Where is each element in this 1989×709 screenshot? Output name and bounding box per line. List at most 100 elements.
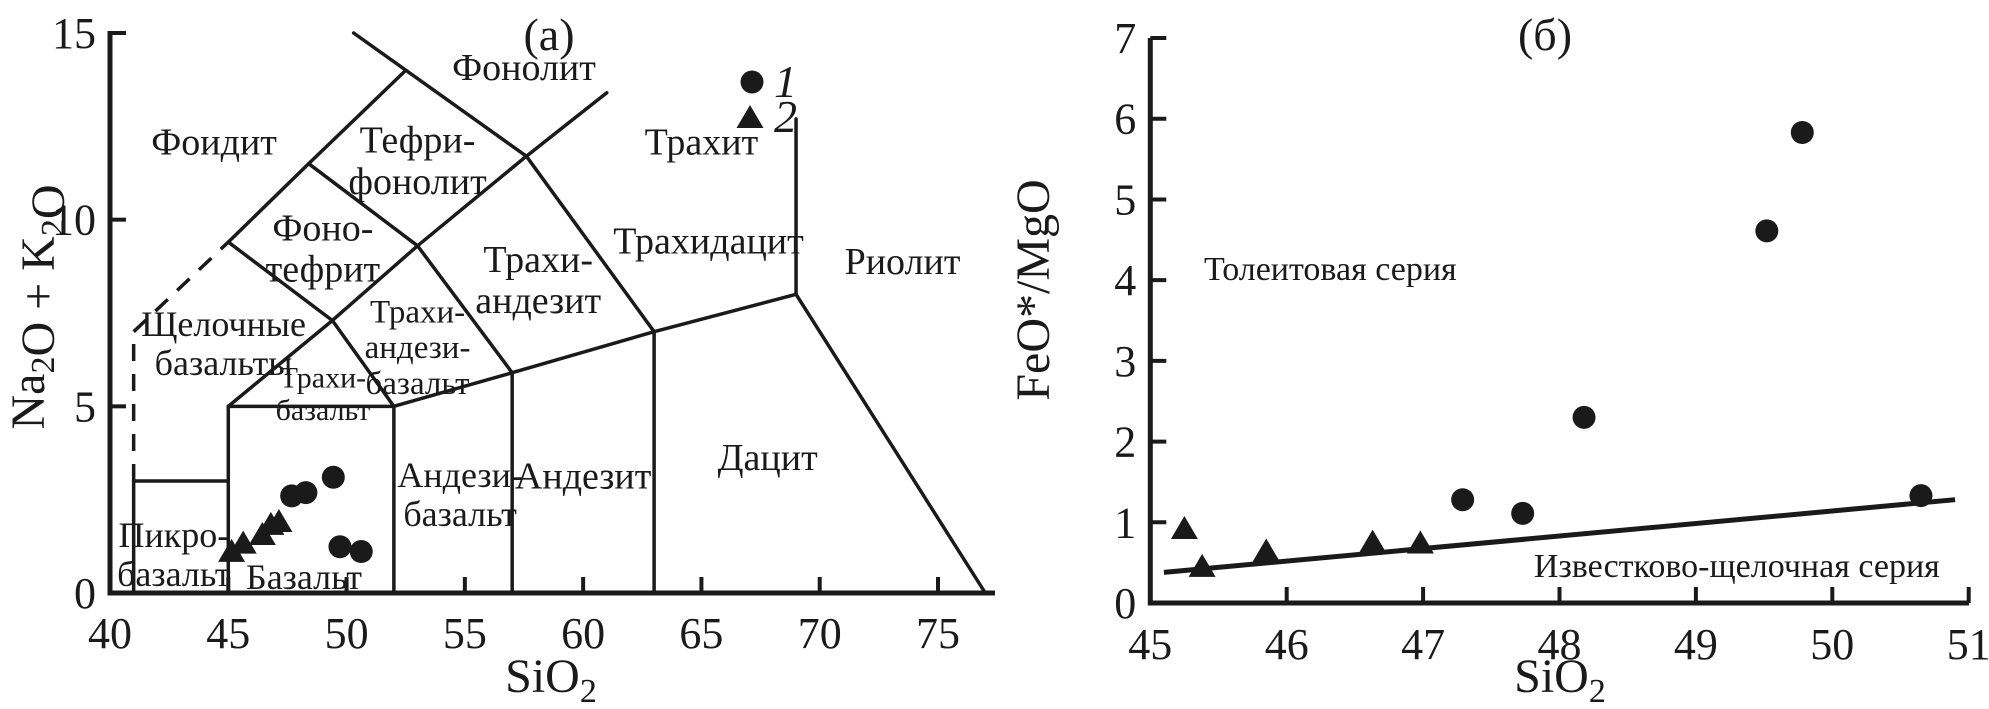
legend-circle-marker xyxy=(740,70,764,94)
y-tick-label: 2 xyxy=(1114,418,1136,467)
rock-field-label: андези- xyxy=(365,330,471,366)
rock-field-label: базальт xyxy=(403,494,517,534)
field-boundary-line xyxy=(392,370,514,409)
panel-label: (а) xyxy=(523,9,574,60)
field-boundary-line xyxy=(794,292,988,595)
rock-field-label: базальты xyxy=(155,343,293,383)
field-boundary-line xyxy=(652,292,798,334)
y-tick-label: 10 xyxy=(52,196,96,245)
field-boundary-line xyxy=(226,240,335,323)
data-point-triangle xyxy=(1359,529,1387,553)
y-tick-label: 1 xyxy=(1114,498,1136,547)
y-axis-title: Na2O + K2O xyxy=(2,184,75,429)
rock-field-label: Тефри- xyxy=(360,120,476,162)
x-tick-label: 40 xyxy=(88,609,132,658)
rock-field-label: Базальт xyxy=(246,557,362,597)
x-tick-label: 50 xyxy=(1810,620,1854,669)
field-boundary-dashed-line xyxy=(132,240,230,333)
data-point-circle xyxy=(1909,484,1933,508)
series-region-label: Толеитовая серия xyxy=(1204,251,1457,288)
data-point-triangle xyxy=(1170,515,1198,539)
rock-field-label: тефрит xyxy=(266,248,381,290)
y-tick-label: 0 xyxy=(74,569,96,618)
y-tick-label: 5 xyxy=(1114,175,1136,224)
rock-field-label: Андезит xyxy=(515,456,652,498)
rock-field-label: базальт xyxy=(365,366,469,402)
y-axis-title: FeO*/MgO xyxy=(1007,179,1060,400)
panel-label: (б) xyxy=(1518,9,1572,60)
y-tick-label: 0 xyxy=(1114,579,1136,628)
x-tick-label: 45 xyxy=(1128,620,1172,669)
legend: 12 xyxy=(736,56,797,142)
field-boundary-line xyxy=(524,154,656,334)
data-point-circle xyxy=(1755,219,1779,243)
field-boundary-line xyxy=(226,161,311,244)
rock-field-label: фонолит xyxy=(348,161,487,203)
rock-field-label: Трахи- xyxy=(483,239,593,281)
legend-triangle-marker xyxy=(736,105,764,128)
rock-field-label: Пикро- xyxy=(118,515,229,555)
rock-field-label: базальт xyxy=(276,394,371,427)
data-point-circle xyxy=(1572,405,1596,429)
data-point-triangle xyxy=(265,508,293,532)
series-discriminant-line xyxy=(1163,497,1956,575)
legend-item-label: 1 xyxy=(774,56,797,107)
field-boundary-line xyxy=(330,244,420,323)
rock-field-label: Щелочные xyxy=(141,304,306,344)
x-axis-title: SiO2 xyxy=(505,650,597,709)
field-boundary-line xyxy=(226,318,335,409)
legend-item-label: 2 xyxy=(774,91,797,142)
x-tick-label: 47 xyxy=(1401,620,1445,669)
x-tick-label: 49 xyxy=(1674,620,1718,669)
field-boundary-line xyxy=(415,154,529,248)
y-tick-label: 6 xyxy=(1114,95,1136,144)
x-tick-label: 75 xyxy=(916,609,960,658)
field-boundary-line xyxy=(510,329,656,375)
x-tick-label: 48 xyxy=(1538,620,1582,669)
y-tick-label: 3 xyxy=(1114,337,1136,386)
y-tick-label: 15 xyxy=(52,9,96,58)
rock-field-label: Риолит xyxy=(845,241,961,283)
rock-field-label: Фоно- xyxy=(272,207,373,249)
data-point-circle xyxy=(328,535,352,559)
rock-field-label: андезит xyxy=(475,280,601,322)
field-boundary-line xyxy=(306,161,420,248)
series-region-label: Известково-щелочная серия xyxy=(1534,548,1940,585)
rock-field-label: Дацит xyxy=(718,437,818,479)
data-point-circle xyxy=(321,465,345,489)
rock-field-label: Трахидацит xyxy=(613,221,804,263)
rock-field-label: Трахи- xyxy=(370,295,465,331)
data-point-triangle xyxy=(1252,538,1280,562)
x-axis-title: SiO2 xyxy=(1514,650,1606,709)
panel-b-feo-mgo-diagram: 45 46 47 48 49 50 5101234567SiO2FeO*/MgO(б)Тол… xyxy=(1007,9,1989,709)
data-point-circle xyxy=(1790,120,1814,144)
x-tick-label: 65 xyxy=(679,609,723,658)
x-tick-label: 70 xyxy=(798,609,842,658)
y-tick-label: 4 xyxy=(1114,256,1136,305)
x-tick-label: 51 xyxy=(1947,620,1989,669)
field-boundary-line xyxy=(330,318,396,409)
rock-field-label: Трахит xyxy=(645,122,759,164)
data-point-triangle xyxy=(218,538,246,562)
rock-field-label: Фоидит xyxy=(151,122,277,164)
x-tick-label: 50 xyxy=(325,609,369,658)
y-tick-label: 5 xyxy=(74,382,96,431)
x-tick-label: 45 xyxy=(206,609,250,658)
field-boundary-line xyxy=(306,68,408,166)
x-tick-label: 60 xyxy=(561,609,605,658)
x-tick-label: 46 xyxy=(1265,620,1309,669)
panel-b-axes xyxy=(1147,38,1969,606)
rock-field-label: Трахи- xyxy=(280,362,367,395)
field-boundary-line xyxy=(351,31,529,158)
data-point-circle xyxy=(349,540,373,564)
field-boundary-line xyxy=(524,90,609,158)
data-point-circle xyxy=(1451,488,1475,512)
data-point-circle xyxy=(1511,501,1535,525)
data-point-triangle xyxy=(1188,553,1216,577)
rock-field-label: Фонолит xyxy=(452,47,596,89)
data-point-circle xyxy=(294,481,318,505)
y-tick-label: 7 xyxy=(1114,14,1136,63)
rock-field-label: Андези- xyxy=(397,455,522,495)
